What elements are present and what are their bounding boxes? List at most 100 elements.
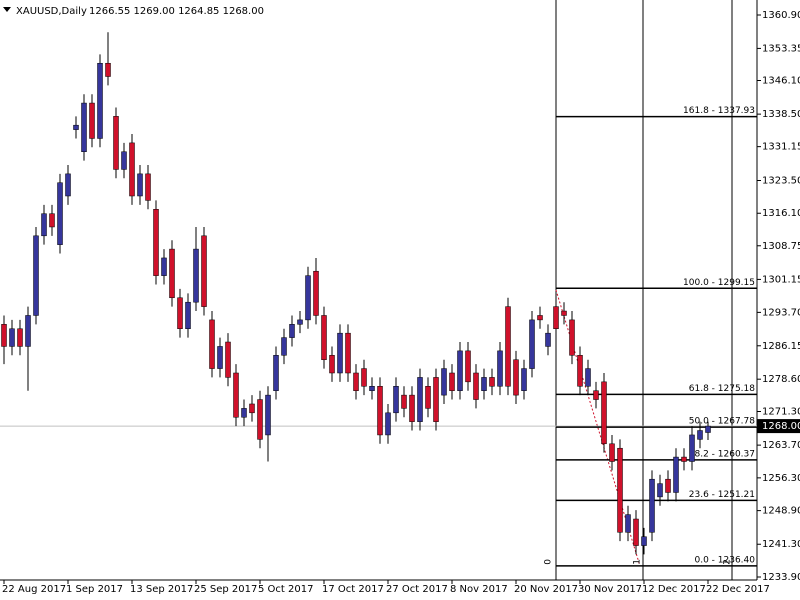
candle-body (305, 275, 311, 321)
candle-body (169, 248, 175, 299)
candle-body (585, 368, 591, 387)
y-tick-label: 1293.70 (762, 307, 800, 318)
x-tick-label: 20 Nov 2017 (514, 584, 578, 595)
candle-body (209, 319, 215, 369)
candle-body (537, 315, 543, 321)
y-tick-label: 1308.75 (762, 241, 800, 252)
y-tick-label: 1360.90 (762, 10, 800, 21)
candle-body (193, 248, 199, 303)
candle-body (553, 306, 559, 329)
candle-body (633, 518, 639, 546)
candle-body (153, 209, 159, 276)
candle-body (665, 478, 671, 493)
candle-body (545, 332, 551, 347)
x-tick-label: 30 Nov 2017 (578, 584, 642, 595)
candle-body (385, 412, 391, 436)
candle-body (1, 324, 7, 347)
candle-body (329, 355, 335, 374)
y-tick-label: 1241.30 (762, 539, 800, 550)
candle-body (9, 328, 15, 347)
candle-body (497, 350, 503, 387)
candle-body (449, 372, 455, 391)
x-tick-label: 13 Sep 2017 (130, 584, 193, 595)
candle-body (161, 257, 167, 276)
candle-body (265, 394, 271, 436)
candle-body (65, 173, 71, 197)
x-tick-label: 8 Nov 2017 (450, 584, 508, 595)
y-tick-label: 1271.30 (762, 406, 800, 417)
y-tick-label: 1338.50 (762, 109, 800, 120)
candle-body (649, 478, 655, 533)
candle-body (241, 408, 247, 418)
y-tick-label: 1286.15 (762, 341, 800, 352)
candle-body (657, 483, 663, 498)
y-tick-label: 1256.30 (762, 473, 800, 484)
candle-body (457, 350, 463, 391)
menu-icon (3, 7, 11, 12)
candle-body (25, 315, 31, 347)
candle-body (377, 386, 383, 436)
candle-body (145, 173, 151, 201)
candle-body (297, 319, 303, 325)
candle-body (313, 270, 319, 316)
candle-body (601, 381, 607, 445)
y-tick-label: 1263.70 (762, 440, 800, 451)
candle-body (489, 377, 495, 387)
candle-body (513, 359, 519, 396)
candle-body (137, 173, 143, 197)
candle-body (201, 235, 207, 307)
x-tick-label: 22 Dec 2017 (706, 584, 770, 595)
candle-body (481, 377, 487, 391)
candle-body (705, 425, 711, 433)
candle-body (593, 390, 599, 400)
candle-body (225, 341, 231, 378)
x-tick-label: 22 Aug 2017 (2, 584, 66, 595)
fib-mark: 0 (544, 559, 554, 565)
fib-label: 38.2 - 1260.37 (689, 449, 755, 459)
price-box (757, 419, 800, 434)
x-tick-label: 25 Sep 2017 (194, 584, 257, 595)
candle-body (441, 368, 447, 396)
candle-body (433, 377, 439, 422)
y-tick-label: 1278.60 (762, 374, 800, 385)
candle-body (369, 386, 375, 391)
candle-body (505, 306, 511, 387)
y-tick-label: 1323.50 (762, 176, 800, 187)
fib-label: 61.8 - 1275.18 (689, 384, 755, 394)
fib-mark: 1 (633, 559, 643, 565)
y-tick-label: 1353.35 (762, 43, 800, 54)
candle-body (401, 394, 407, 409)
candle-body (641, 536, 647, 546)
fib-label: 100.0 - 1299.15 (683, 278, 755, 288)
candle-body (345, 332, 351, 374)
fib-label: 161.8 - 1337.93 (683, 106, 755, 116)
candle-body (289, 324, 295, 338)
ohlc-readout: 1266.55 1269.00 1264.85 1268.00 (89, 6, 264, 17)
candle-body (409, 394, 415, 422)
y-tick-label: 1248.90 (762, 506, 800, 517)
candle-body (257, 399, 263, 440)
x-tick-label: 1 Sep 2017 (66, 584, 123, 595)
candle-body (569, 319, 575, 356)
symbol: XAUUSD,Daily (16, 6, 87, 17)
candle-body (577, 355, 583, 387)
candle-body (49, 213, 55, 228)
candle-body (529, 319, 535, 369)
candle-body (617, 447, 623, 533)
candle-body (57, 182, 63, 245)
fib-label: 50.0 - 1267.78 (689, 417, 755, 427)
candle-body (361, 368, 367, 387)
y-tick-label: 1331.15 (762, 142, 800, 153)
candle-body (281, 337, 287, 356)
y-tick-label: 1301.15 (762, 274, 800, 285)
y-tick-label: 1233.90 (762, 572, 800, 583)
candle-body (673, 456, 679, 493)
x-tick-label: 12 Dec 2017 (642, 584, 706, 595)
candle-body (353, 372, 359, 391)
candle-body (81, 102, 87, 152)
candle-body (473, 372, 479, 400)
candle-body (609, 443, 615, 462)
candle-body (681, 456, 687, 462)
